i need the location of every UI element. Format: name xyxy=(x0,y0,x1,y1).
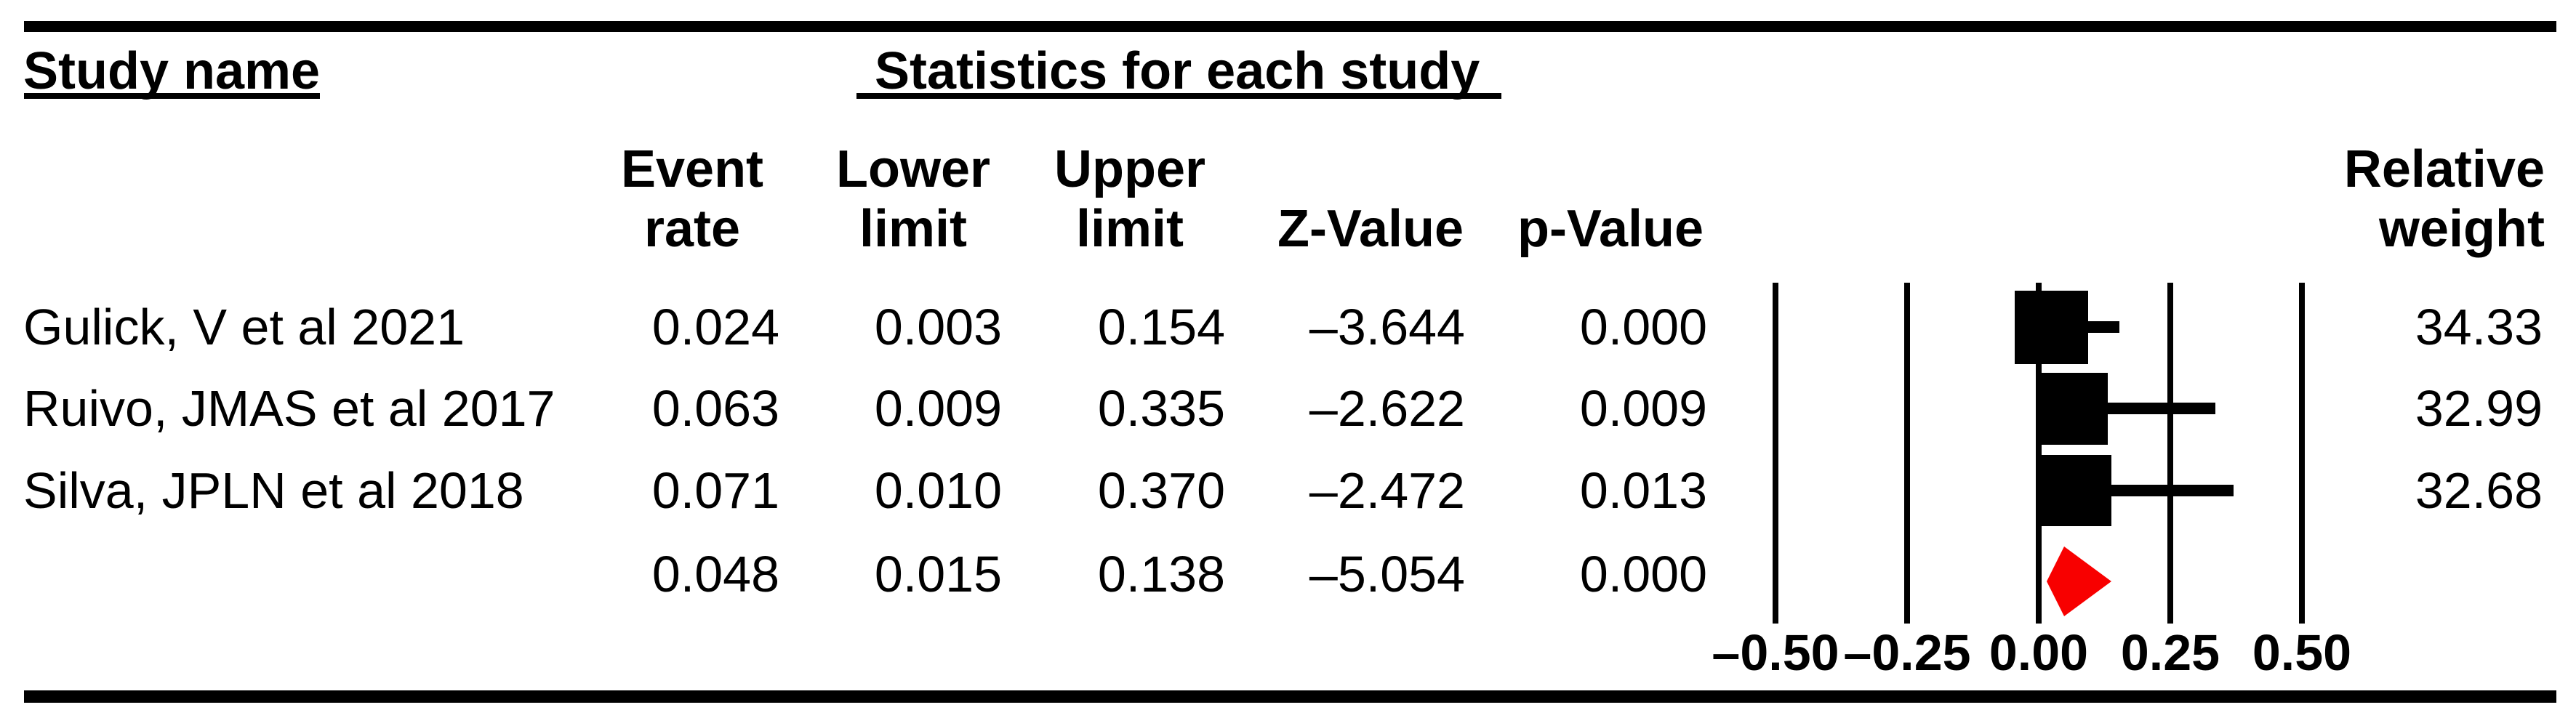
gridline xyxy=(2299,283,2305,624)
p-value: 0.009 xyxy=(1579,380,1707,437)
event-rate-value: 0.071 xyxy=(651,462,779,519)
relative-weight-value: 34.33 xyxy=(2415,299,2543,355)
study-box xyxy=(2015,291,2088,364)
p-value: 0.013 xyxy=(1579,462,1707,519)
upper-limit-value: 0.138 xyxy=(1097,546,1225,602)
column-header-line: Upper xyxy=(1054,140,1206,198)
relative-weight-value: 32.68 xyxy=(2415,462,2543,519)
study-box xyxy=(2040,455,2111,526)
gridline xyxy=(2167,283,2173,624)
study-name-header: Study name xyxy=(23,42,321,100)
gridline xyxy=(1773,283,1778,624)
event-rate-value: 0.048 xyxy=(651,546,779,602)
axis-tick-label: –0.25 xyxy=(1843,624,1971,681)
axis-tick-label: –0.50 xyxy=(1712,624,1839,681)
summary-diamond xyxy=(2047,546,2111,616)
z-value: –2.622 xyxy=(1309,380,1465,437)
column-header-z-value: Z-Value xyxy=(1277,200,1464,258)
axis-tick-label: 0.00 xyxy=(1989,624,2089,681)
summary-diamond-shape xyxy=(2047,546,2111,616)
study-box xyxy=(2036,373,2108,445)
stats-group-underline xyxy=(856,93,1501,99)
column-header-lower-limit: Lower limit xyxy=(836,140,990,259)
z-value: –3.644 xyxy=(1309,299,1465,355)
column-header-line: Lower xyxy=(835,140,991,198)
upper-limit-value: 0.370 xyxy=(1097,462,1225,519)
top-rule xyxy=(24,21,2556,32)
study-name: Silva, JPLN et al 2018 xyxy=(23,462,524,519)
axis-tick-label: 0.25 xyxy=(2120,624,2220,681)
p-value: 0.000 xyxy=(1579,546,1707,602)
column-header-line: limit xyxy=(1075,200,1184,258)
column-header-line: Event xyxy=(620,140,764,198)
event-rate-value: 0.024 xyxy=(651,299,779,355)
axis-tick-label: 0.50 xyxy=(2252,624,2352,681)
lower-limit-value: 0.003 xyxy=(874,299,1002,355)
z-value: –2.472 xyxy=(1309,462,1465,519)
upper-limit-value: 0.335 xyxy=(1097,380,1225,437)
gridline xyxy=(2036,283,2042,624)
study-name: Gulick, V et al 2021 xyxy=(23,299,465,355)
z-value: –5.054 xyxy=(1309,546,1465,602)
study-name-underline xyxy=(24,93,320,99)
upper-limit-value: 0.154 xyxy=(1097,299,1225,355)
study-name: Ruivo, JMAS et al 2017 xyxy=(23,380,555,437)
lower-limit-value: 0.015 xyxy=(874,546,1002,602)
p-value: 0.000 xyxy=(1579,299,1707,355)
column-header-line: rate xyxy=(643,200,741,258)
column-header-relative-weight: Relative weight xyxy=(2344,140,2545,259)
column-header-line: weight xyxy=(2379,200,2545,258)
column-header-event-rate: Event rate xyxy=(621,140,763,259)
column-header-upper-limit: Upper limit xyxy=(1054,140,1205,259)
column-header-p-value: p-Value xyxy=(1517,200,1704,258)
relative-weight-value: 32.99 xyxy=(2415,380,2543,437)
column-header-line: limit xyxy=(859,200,967,258)
stats-group-header: Statistics for each study xyxy=(875,42,1480,100)
column-header-line: Relative xyxy=(2343,140,2545,198)
gridline xyxy=(1904,283,1910,624)
event-rate-value: 0.063 xyxy=(651,380,779,437)
lower-limit-value: 0.010 xyxy=(874,462,1002,519)
lower-limit-value: 0.009 xyxy=(874,380,1002,437)
bottom-rule xyxy=(24,690,2556,703)
